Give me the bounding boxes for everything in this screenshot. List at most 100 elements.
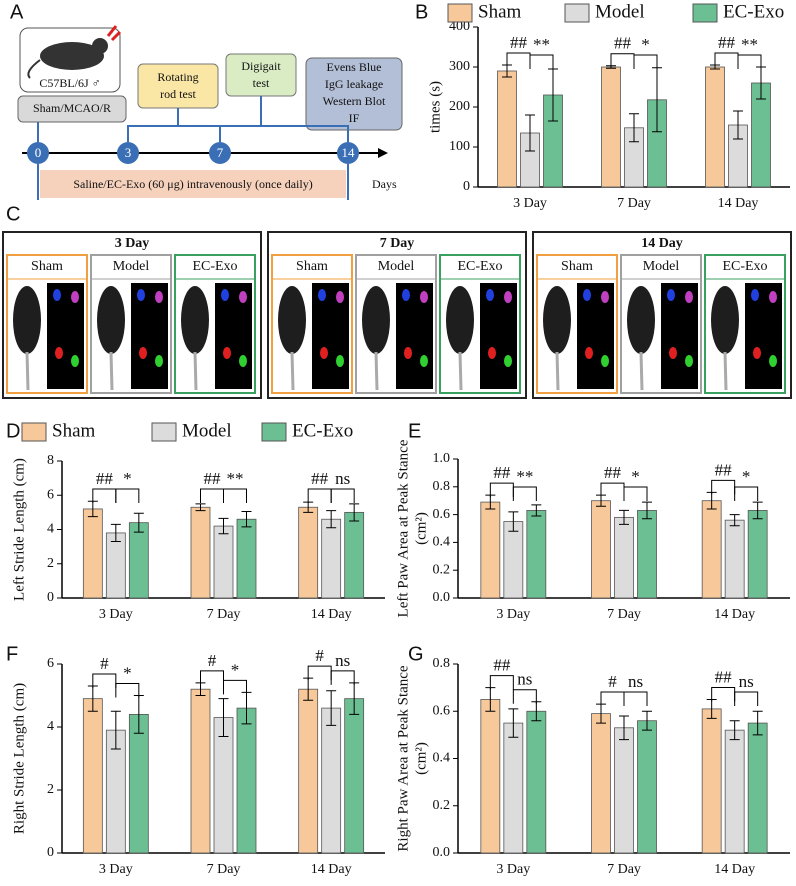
y-tick-label: 6: [47, 656, 54, 671]
paw-dot: [585, 347, 593, 359]
endpoint-label: IF: [349, 111, 360, 125]
significance-bracket: [737, 54, 762, 69]
mouse-tail: [639, 351, 644, 391]
test-label: Digigait: [241, 59, 281, 73]
paw-dot: [601, 355, 609, 367]
paw-dot: [504, 355, 512, 367]
bar: [526, 710, 547, 854]
mouse-photo: [446, 286, 474, 354]
significance-label: #: [608, 672, 617, 691]
photo-title: 7 Day: [380, 236, 415, 251]
significance-bracket: [223, 679, 247, 695]
mouse-tail: [27, 59, 41, 79]
x-tick-label: 3 Day: [496, 862, 530, 877]
y-tick-label: 0: [47, 590, 54, 605]
paw-dot: [336, 291, 344, 303]
paw-dot: [320, 347, 328, 359]
paw-dot: [318, 289, 326, 301]
mouse-tail: [109, 351, 114, 391]
y-tick-label: 0.4: [433, 535, 451, 550]
paw-dot: [155, 291, 163, 303]
mouse-tail: [374, 351, 379, 391]
error-bar: [733, 110, 743, 140]
panel-label: B: [415, 1, 428, 23]
day-node: [337, 142, 359, 164]
significance-label: ##: [614, 34, 632, 53]
bar: [213, 717, 234, 854]
bar: [82, 508, 103, 599]
group-box: [17, 95, 127, 123]
paw-dot: [769, 355, 777, 367]
y-tick-label: 0.2: [433, 562, 451, 577]
x-tick-label: 14 Day: [311, 607, 352, 622]
bar: [724, 519, 745, 599]
paw-dot: [685, 291, 693, 303]
paw-dot: [221, 289, 229, 301]
bar: [128, 522, 149, 599]
panel-label: G: [408, 643, 424, 665]
bar: [128, 714, 149, 854]
bar: [105, 532, 126, 599]
error-bar: [642, 710, 652, 731]
photo-title: 14 Day: [641, 236, 683, 251]
paw-dot: [488, 347, 496, 359]
paw-dot: [751, 289, 759, 301]
treatment-label: Saline/EC-Exo (60 μg) intravenously (onc…: [73, 177, 312, 191]
paw-dot: [667, 289, 675, 301]
bar: [236, 518, 257, 599]
significance-bracket: [200, 488, 224, 503]
significance-bracket: [330, 488, 355, 503]
group-label: Sham: [31, 259, 63, 274]
bar: [591, 500, 611, 599]
bar: [480, 699, 501, 854]
group-label: Model: [113, 259, 150, 274]
paw-dot: [55, 347, 63, 359]
y-tick-label: 0: [47, 845, 54, 860]
significance-bracket: [489, 675, 514, 690]
error-bar: [525, 114, 535, 152]
significance-bracket: [529, 54, 554, 69]
mouse-tail: [723, 351, 728, 391]
significance-label: **: [533, 35, 550, 54]
y-tick-label: 0.0: [433, 845, 451, 860]
significance-label: #: [315, 646, 324, 665]
y-tick-label: 1.0: [433, 451, 451, 466]
x-tick-label: 14 Day: [714, 862, 755, 877]
bar: [344, 698, 365, 854]
significance-label: #: [100, 654, 109, 673]
error-bar: [619, 715, 629, 741]
significance-label: ns: [335, 469, 350, 488]
paw-dot: [71, 291, 79, 303]
significance-label: ##: [493, 463, 511, 482]
mouse-label: C57BL/6J ♂: [39, 76, 100, 90]
legend-swatch: [261, 422, 287, 442]
x-tick-label: 7 Day: [207, 862, 241, 877]
day-node: [27, 142, 49, 164]
paw-dot: [420, 355, 428, 367]
y-tick-label: 0.8: [433, 479, 451, 494]
group-label: EC-Exo: [457, 259, 502, 274]
x-tick-label: 3 Day: [99, 607, 133, 622]
mouse-photo: [278, 286, 306, 354]
group-label: Sham: [296, 259, 328, 274]
y-axis-title: Left Stride Length (cm): [11, 458, 27, 601]
bar: [321, 518, 342, 599]
bar: [480, 501, 501, 599]
y-tick-label: 4: [47, 719, 54, 734]
significance-label: ##: [718, 33, 736, 52]
significance-label: ns: [628, 672, 643, 691]
significance-label: ##: [604, 463, 622, 482]
panel-label: D: [6, 420, 20, 442]
paw-dot: [404, 347, 412, 359]
bar: [705, 66, 725, 188]
bar: [637, 510, 657, 599]
bar: [497, 70, 517, 188]
legend-label: Model: [595, 1, 645, 22]
y-axis-title: (cm²): [413, 742, 429, 775]
mouse-tail: [193, 351, 198, 391]
day-label: 7: [217, 145, 224, 160]
y-tick-label: 0.8: [433, 656, 451, 671]
error-bar: [326, 510, 337, 529]
bar: [701, 708, 722, 854]
treatment-box: [40, 170, 346, 198]
